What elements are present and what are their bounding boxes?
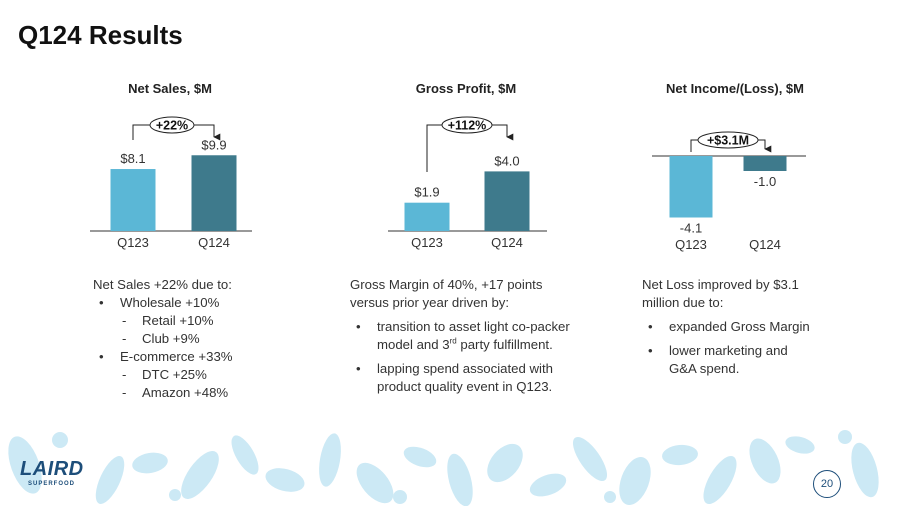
note-marketing-line-1: lower marketing and xyxy=(669,343,788,358)
note-lapping: lapping spend associated with product qu… xyxy=(350,360,620,396)
net-income-value-q123: -4.1 xyxy=(680,221,702,236)
net-income-change-label: +$3.1M xyxy=(707,134,749,148)
gross-profit-bar-q124 xyxy=(484,171,530,231)
net-sales-chart: Net Sales, $M $8.1 $9.9 Q123 Q124 +22% xyxy=(90,81,252,250)
net-income-notes-intro-2: million due to: xyxy=(642,295,724,310)
gross-profit-tick-q123: Q123 xyxy=(411,235,443,250)
note-lapping-line-2: product quality event in Q123. xyxy=(377,379,553,394)
net-sales-title: Net Sales, $M xyxy=(128,81,212,96)
net-sales-value-q123: $8.1 xyxy=(120,151,145,166)
gross-profit-value-q123: $1.9 xyxy=(414,185,439,200)
note-amazon: Amazon +48% xyxy=(93,384,313,402)
logo-subtitle: SUPERFOOD xyxy=(28,481,76,487)
laird-logo: LAIRD SUPERFOOD xyxy=(20,458,84,498)
gross-profit-notes-intro-1: Gross Margin of 40%, +17 points xyxy=(350,277,543,292)
note-wholesale: Wholesale +10% xyxy=(93,294,313,312)
note-club: Club +9% xyxy=(93,330,313,348)
gross-profit-change-badge xyxy=(441,116,493,134)
net-sales-notes: Net Sales +22% due to: Wholesale +10% Re… xyxy=(93,276,313,402)
gross-profit-notes-intro-2: versus prior year driven by: xyxy=(350,295,510,310)
gross-profit-title: Gross Profit, $M xyxy=(416,81,516,96)
net-income-chart: Net Income/(Loss), $M -4.1 -1.0 Q123 Q12… xyxy=(652,81,806,252)
net-income-notes: Net Loss improved by $3.1 million due to… xyxy=(642,276,862,378)
net-income-tick-q123: Q123 xyxy=(675,237,707,252)
page-number: 20 xyxy=(813,470,841,498)
net-income-title: Net Income/(Loss), $M xyxy=(666,81,804,96)
net-income-change-badge xyxy=(697,131,759,149)
net-sales-notes-intro: Net Sales +22% due to: xyxy=(93,277,232,292)
note-copacker-line-2b: party fulfillment. xyxy=(456,337,553,352)
note-gross-margin: expanded Gross Margin xyxy=(642,318,862,336)
gross-profit-chart: Gross Profit, $M $1.9 $4.0 Q123 Q124 +11… xyxy=(388,81,547,250)
gross-profit-tick-q124: Q124 xyxy=(491,235,523,250)
gross-profit-value-q124: $4.0 xyxy=(494,153,519,168)
note-dtc: DTC +25% xyxy=(93,366,313,384)
net-sales-tick-q123: Q123 xyxy=(117,235,149,250)
net-income-value-q124: -1.0 xyxy=(754,174,776,189)
note-marketing-line-2: G&A spend. xyxy=(669,361,740,376)
leaf-pattern-footer xyxy=(8,430,879,506)
note-copacker-line-2a: model and 3 xyxy=(377,337,450,352)
net-sales-change-label: +22% xyxy=(156,119,188,133)
note-marketing: lower marketing and G&A spend. xyxy=(642,342,862,378)
leaf-icons xyxy=(8,430,879,506)
net-sales-bar-q123 xyxy=(110,169,156,231)
net-income-bar-q123 xyxy=(669,156,713,218)
gross-profit-change-label: +112% xyxy=(448,119,487,133)
note-copacker-line-1: transition to asset light co-packer xyxy=(377,319,570,334)
note-retail: Retail +10% xyxy=(93,312,313,330)
net-sales-tick-q124: Q124 xyxy=(198,235,230,250)
net-sales-bar-q124 xyxy=(191,155,237,231)
net-sales-change-badge xyxy=(149,116,195,134)
net-income-bar-q124 xyxy=(743,156,787,171)
note-ecommerce: E-commerce +33% xyxy=(93,348,313,366)
net-income-tick-q124: Q124 xyxy=(749,237,781,252)
gross-profit-notes: Gross Margin of 40%, +17 points versus p… xyxy=(350,276,620,396)
note-lapping-line-1: lapping spend associated with xyxy=(377,361,553,376)
page-title: Q124 Results xyxy=(18,20,183,50)
net-sales-value-q124: $9.9 xyxy=(201,137,226,152)
note-copacker: transition to asset light co-packer mode… xyxy=(350,318,620,354)
charts-area: Net Sales, $M $8.1 $9.9 Q123 Q124 +22% G… xyxy=(90,81,806,252)
logo-wordmark: LAIRD xyxy=(20,458,84,480)
gross-profit-bar-q123 xyxy=(404,202,450,231)
net-income-notes-intro-1: Net Loss improved by $3.1 xyxy=(642,277,799,292)
note-copacker-sup: rd xyxy=(449,336,457,346)
